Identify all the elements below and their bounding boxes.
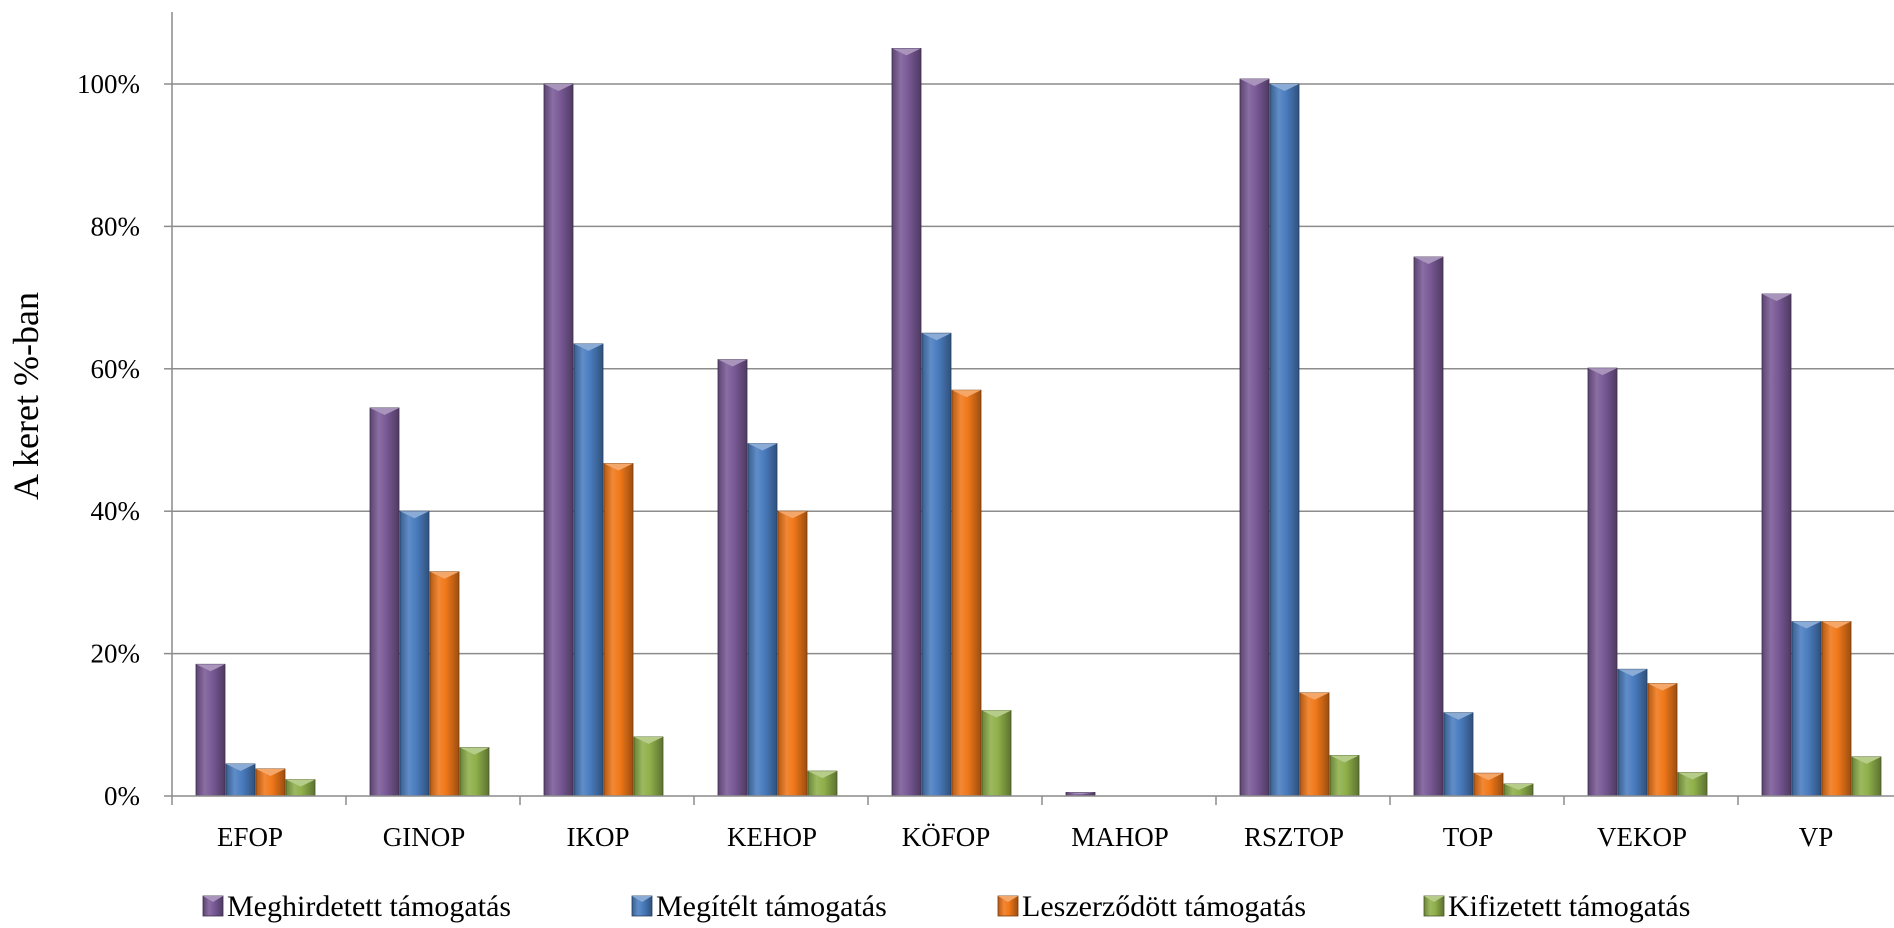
bar xyxy=(1443,712,1474,797)
bar xyxy=(777,510,808,797)
bar xyxy=(807,770,838,797)
x-tick-label: KEHOP xyxy=(727,822,817,852)
bar xyxy=(399,510,430,797)
legend-label: Leszerződött támogatás xyxy=(1022,890,1306,923)
legend-label: Meghirdetett támogatás xyxy=(227,890,511,923)
bar xyxy=(1761,293,1792,797)
bar xyxy=(981,710,1012,797)
bar xyxy=(1791,621,1822,797)
x-tick-labels: EFOP GINOP IKOP KEHOP KÖFOP MAHOP RSZTOP TOP VEK… xyxy=(217,822,1833,852)
bar xyxy=(459,747,490,797)
bar xyxy=(1851,756,1882,797)
y-tick-label: 40% xyxy=(91,496,141,526)
bar xyxy=(1299,692,1330,797)
bar xyxy=(429,571,460,797)
y-tick-label: 20% xyxy=(91,639,141,669)
bar xyxy=(603,463,634,797)
bar xyxy=(1617,668,1648,797)
bar xyxy=(1677,772,1708,797)
y-tick-label: 0% xyxy=(104,781,140,811)
y-tick-labels: 0% 20% 40% 60% 80% 100% xyxy=(77,69,140,811)
legend-item: Meghirdetett támogatás xyxy=(202,890,511,923)
bar xyxy=(573,343,604,797)
bar xyxy=(369,407,400,797)
grid-lines xyxy=(172,83,1894,655)
bar xyxy=(1413,256,1444,797)
x-tick-label: IKOP xyxy=(566,822,629,852)
x-tick-label: VEKOP xyxy=(1597,822,1687,852)
legend-item: Kifizetett támogatás xyxy=(1423,890,1690,923)
x-tick-label: RSZTOP xyxy=(1244,822,1344,852)
bar xyxy=(633,736,664,797)
bar xyxy=(1269,83,1300,797)
x-tick-label: MAHOP xyxy=(1071,822,1169,852)
bar xyxy=(717,359,748,797)
legend: Meghirdetett támogatás Megítélt támogatás… xyxy=(202,890,1690,923)
bar xyxy=(921,332,952,797)
bar xyxy=(1329,755,1360,797)
bar xyxy=(543,83,574,797)
legend-label: Megítélt támogatás xyxy=(656,890,887,923)
bar xyxy=(195,663,226,797)
x-tick-label: EFOP xyxy=(217,822,283,852)
bar xyxy=(747,443,778,797)
y-tick-label: 100% xyxy=(77,69,140,99)
bar xyxy=(285,779,316,797)
x-tick-label: TOP xyxy=(1443,822,1494,852)
bar xyxy=(1821,621,1852,797)
bar xyxy=(1587,367,1618,797)
bar xyxy=(1503,783,1534,797)
x-tick-label: GINOP xyxy=(383,822,466,852)
y-tick-label: 60% xyxy=(91,354,141,384)
bar xyxy=(1473,772,1504,797)
legend-item: Megítélt támogatás xyxy=(631,890,887,923)
bar xyxy=(951,389,982,797)
bar xyxy=(1239,78,1270,797)
x-tick-label: VP xyxy=(1799,822,1834,852)
axes xyxy=(164,12,1894,805)
y-tick-label: 80% xyxy=(91,211,141,241)
legend-item: Leszerződött támogatás xyxy=(997,890,1306,923)
bar xyxy=(1647,683,1678,797)
bar xyxy=(255,768,286,797)
bar xyxy=(225,763,256,797)
legend-label: Kifizetett támogatás xyxy=(1448,890,1690,923)
x-tick-label: KÖFOP xyxy=(902,822,991,852)
bar xyxy=(891,48,922,797)
bars xyxy=(195,48,1882,797)
y-axis-title: A keret %-ban xyxy=(6,292,46,500)
